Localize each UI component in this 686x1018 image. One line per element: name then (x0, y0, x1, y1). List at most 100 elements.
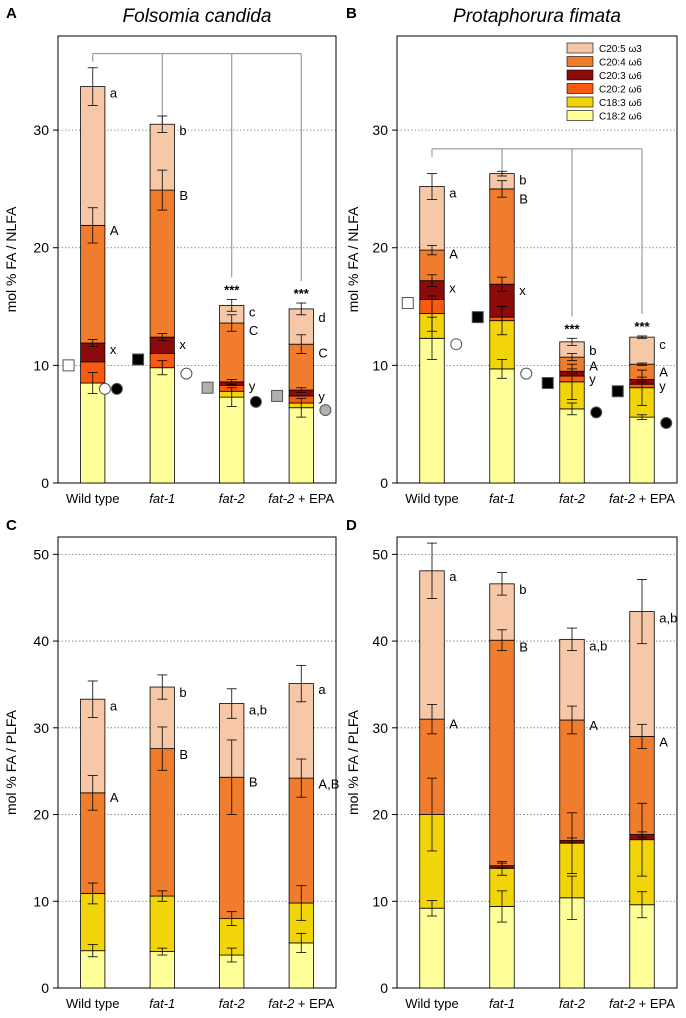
bar-segment (149, 748, 175, 897)
significance-letter: a,b (249, 703, 267, 718)
y-tick-label: 30 (33, 720, 49, 736)
marker-circle (450, 338, 463, 351)
significance-letter: b (519, 173, 526, 188)
significance-letter: a (449, 569, 457, 584)
panel-title: Protaphorura fimata (453, 6, 621, 27)
x-tick-label-plain: Wild type (66, 491, 119, 506)
x-tick-label-italic: fat-2 (609, 491, 636, 506)
significance-letter: y (249, 378, 256, 393)
legend-swatch (566, 56, 594, 67)
legend-label: C18:2 ω6 (599, 112, 642, 123)
x-tick-label-italic: fat-1 (149, 996, 175, 1011)
y-tick-label: 30 (372, 122, 388, 138)
x-tick-label-plain: + EPA (635, 996, 675, 1011)
x-tick-label-plain: + EPA (294, 491, 334, 506)
x-tick-label-italic: fat-2 (268, 491, 295, 506)
x-tick-label-italic: fat-1 (489, 491, 515, 506)
bar-segment (629, 904, 655, 989)
bar-segment (489, 188, 515, 285)
y-tick-label: 0 (41, 980, 49, 996)
bar-segment (219, 396, 245, 484)
y-axis-label: mol % FA / PLFA (3, 709, 19, 815)
legend-label: C20:2 ω6 (599, 85, 642, 96)
x-tick-label: fat-1 (149, 491, 175, 506)
bar-segment (149, 189, 175, 338)
panel-letter: C (6, 517, 17, 534)
marker-circle (319, 404, 332, 417)
plot-frame (57, 536, 337, 989)
marker-circle (660, 417, 673, 430)
significance-letter: A (589, 718, 598, 733)
y-tick-label: 30 (33, 122, 49, 138)
bar-segment (288, 407, 314, 484)
x-tick-label: fat-2 (559, 491, 586, 506)
y-tick-label: 10 (372, 893, 388, 909)
bar-segment (80, 86, 106, 226)
marker-square (62, 359, 75, 372)
y-tick-label: 20 (33, 240, 49, 256)
legend-swatch (566, 96, 594, 108)
legend-label: C18:3 ω6 (599, 98, 642, 109)
panel-b: 0 10 20 30 B Protaphorura fimata mol % FA / NL… (345, 5, 678, 506)
y-tick-label: 20 (33, 807, 49, 823)
y-tick-label: 50 (372, 546, 388, 562)
x-tick-label-plain: Wild type (66, 996, 119, 1011)
significance-letter: y (659, 378, 666, 393)
significance-letter: b (519, 582, 526, 597)
significance-letter: B (519, 639, 528, 654)
y-tick-label: 20 (372, 240, 388, 256)
significance-letter: d (318, 310, 325, 325)
y-tick-label: 0 (41, 475, 49, 491)
x-tick-label: Wild type (66, 996, 119, 1011)
marker-square (611, 385, 624, 398)
significance-letter: A (449, 247, 458, 262)
significance-stars: *** (634, 319, 650, 334)
x-tick-label-plain: + EPA (635, 491, 675, 506)
bar-segment (219, 322, 245, 383)
x-tick-label: fat-2 + EPA (609, 996, 675, 1011)
significance-letter: x (110, 342, 117, 357)
bar-segment (559, 408, 585, 484)
panel-title: Folsomia candida (123, 6, 272, 27)
significance-letter: a (449, 185, 457, 200)
significance-letter: C (318, 345, 327, 360)
significance-stars: *** (564, 321, 580, 336)
significance-letter: B (249, 775, 258, 790)
bar-segment (149, 367, 175, 484)
significance-letter: A (659, 364, 668, 379)
significance-letter: x (179, 337, 186, 352)
y-tick-label: 40 (33, 633, 49, 649)
significance-letter: A (449, 716, 458, 731)
legend-label: C20:4 ω6 (599, 58, 642, 69)
significance-letter: a,b (659, 611, 677, 626)
panel-a: 0 10 20 30 A Folsomia candida mol % FA / NLFA W… (3, 5, 337, 506)
marker-square (201, 381, 214, 394)
x-tick-label-italic: fat-2 (268, 996, 295, 1011)
panel-letter: B (346, 5, 357, 22)
legend-swatch (566, 69, 594, 81)
x-tick-label: fat-2 + EPA (609, 491, 675, 506)
significance-letter: A (110, 790, 119, 805)
y-tick-label: 20 (372, 807, 388, 823)
significance-letter: A,B (318, 776, 339, 791)
bar-segment (80, 224, 106, 344)
significance-letter: y (318, 389, 325, 404)
x-tick-label: Wild type (66, 491, 119, 506)
significance-letter: a (110, 698, 118, 713)
significance-letter: a (110, 85, 118, 100)
x-tick-label-italic: fat-1 (489, 996, 515, 1011)
significance-letter: b (589, 343, 596, 358)
y-axis-label: mol % FA / NLFA (345, 206, 361, 312)
bar-segment (489, 368, 515, 484)
significance-stars: *** (224, 282, 240, 297)
legend-label: C20:5 ω3 (599, 44, 642, 55)
significance-letter: B (179, 747, 188, 762)
y-tick-label: 0 (380, 980, 388, 996)
significance-letter: a,b (589, 638, 607, 653)
x-tick-label: fat-2 (219, 996, 246, 1011)
significance-letter: C (249, 323, 258, 338)
x-tick-label: fat-2 (219, 491, 246, 506)
legend-label: C20:3 ω6 (599, 71, 642, 82)
plot-frame (396, 35, 678, 484)
